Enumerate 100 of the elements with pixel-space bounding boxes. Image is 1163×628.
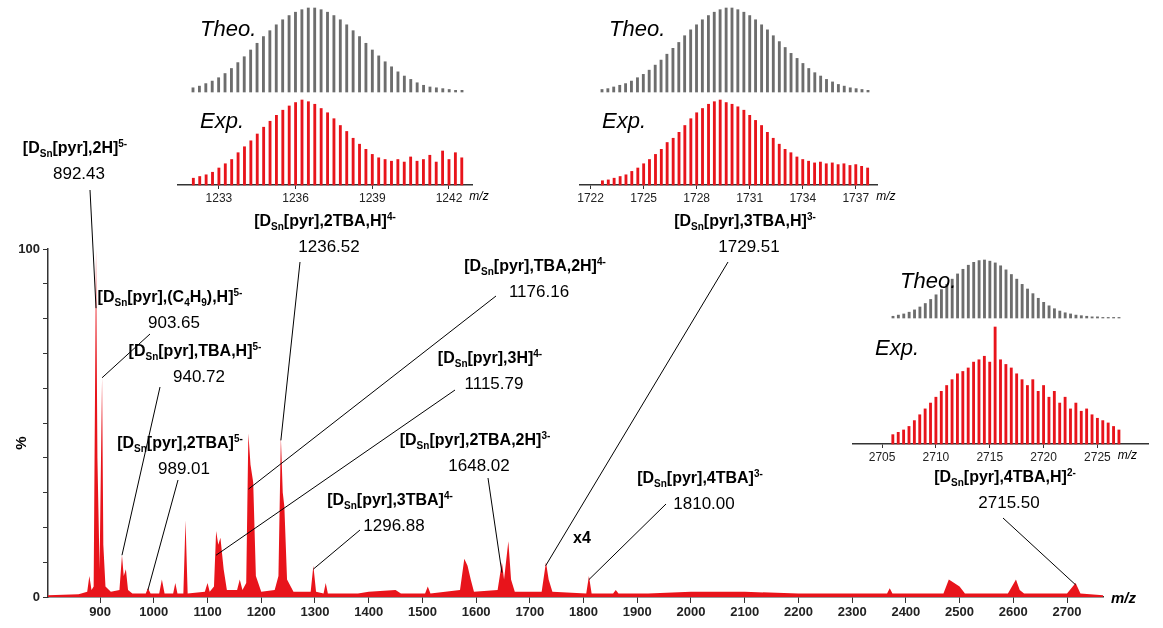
x-tick-label: 1737 [842, 190, 870, 205]
bar [390, 66, 393, 93]
bar [434, 161, 438, 186]
bar [912, 420, 916, 445]
bar [402, 161, 406, 186]
bar [1004, 364, 1008, 445]
x-tick-label: 900 [89, 604, 111, 620]
bar [453, 152, 457, 186]
bar [665, 53, 669, 93]
x-tick-label: 1900 [622, 604, 652, 620]
bar [712, 11, 716, 93]
bar [831, 81, 834, 93]
annotation: 1729.51 [718, 236, 780, 258]
bar [789, 152, 793, 186]
annotation: 1810.00 [673, 493, 735, 515]
bar [945, 385, 949, 445]
bar [1063, 396, 1067, 445]
bar [326, 11, 329, 93]
bar [409, 79, 413, 93]
bar [217, 167, 221, 186]
annotation: 1648.02 [448, 455, 510, 477]
bar [724, 102, 728, 186]
annotation: [D$_{Sn}$[pyr],3H]$^{4-}$ [437, 346, 543, 370]
bar [1025, 385, 1029, 445]
y-tick-label: 0 [32, 588, 40, 604]
bar [1085, 408, 1089, 445]
annotation: 2715.50 [978, 492, 1040, 514]
x-tick-label: 2300 [837, 604, 867, 620]
text: Exp. [200, 108, 245, 134]
x-tick-label: 1239 [358, 190, 386, 205]
bar [630, 80, 633, 93]
bar [191, 177, 195, 186]
bar [988, 260, 992, 319]
bar [961, 371, 965, 445]
x-tick-label: 1233 [205, 190, 233, 205]
bar [748, 114, 752, 186]
bar [351, 137, 355, 186]
y-tick-label: 100 [18, 240, 40, 256]
bar [409, 156, 413, 186]
bar [771, 35, 775, 93]
bar [966, 264, 970, 319]
annotation: [D$_{Sn}$[pyr],4TBA,H]$^{2-}$ [934, 465, 1076, 489]
bar [345, 24, 349, 93]
annotation: 1115.79 [464, 373, 524, 395]
bar [434, 87, 438, 93]
bar [636, 167, 640, 186]
bar [648, 159, 651, 186]
annotation: 1236.52 [298, 236, 360, 258]
annotation: [D$_{Sn}$[pyr],(C$_{4}$H$_{9}$),H]$^{5-}$ [97, 285, 243, 309]
bar [262, 126, 266, 186]
bar [854, 88, 858, 93]
bar [422, 84, 425, 93]
bar [1052, 391, 1056, 445]
bar [760, 125, 763, 186]
bar [683, 35, 687, 93]
bar [606, 88, 610, 93]
x-axis-title: m/z [469, 189, 489, 204]
annotation: 940.72 [173, 366, 225, 388]
bar [972, 361, 976, 445]
x-axis-title: m/z [1117, 448, 1138, 463]
bar [358, 36, 361, 93]
x-tick-label: 1731 [736, 190, 764, 205]
bar [695, 24, 698, 93]
bar [1074, 402, 1078, 445]
bar [659, 148, 663, 186]
bar [624, 83, 628, 93]
x-tick-label: 2720 [1030, 449, 1058, 464]
bar [287, 15, 291, 93]
bar [217, 77, 221, 93]
bar [1069, 408, 1072, 445]
bar [923, 303, 927, 319]
bar [891, 434, 895, 445]
bar [1106, 422, 1110, 445]
bar [783, 148, 787, 186]
bar [766, 29, 769, 93]
y-axis-title: % [12, 436, 30, 450]
x-tick-label: 1400 [354, 604, 384, 620]
bar [601, 180, 604, 186]
bar [706, 15, 710, 93]
x-tick-label: 2600 [998, 604, 1028, 620]
bar [1015, 373, 1019, 445]
bar [653, 64, 657, 93]
bar [956, 273, 959, 319]
bar [896, 431, 900, 445]
x-tick-label: 2705 [868, 449, 896, 464]
x-tick-label: 1000 [139, 604, 169, 620]
bar [695, 112, 699, 186]
bar [677, 42, 681, 93]
bar [993, 262, 997, 319]
bar [999, 265, 1003, 319]
bar [306, 7, 310, 93]
bar [918, 414, 922, 445]
bar [956, 373, 959, 445]
bar [819, 75, 823, 93]
bar [294, 11, 297, 93]
bar [700, 19, 704, 93]
x-tick-label: 1734 [789, 190, 817, 205]
bar [230, 68, 233, 93]
bar [1069, 313, 1072, 319]
bar [707, 103, 710, 186]
